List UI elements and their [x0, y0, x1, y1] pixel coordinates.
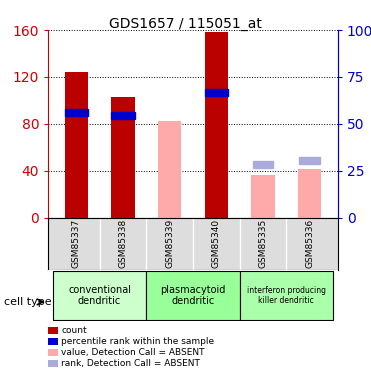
Text: GDS1657 / 115051_at: GDS1657 / 115051_at — [109, 17, 262, 31]
Text: interferon producing
killer dendritic: interferon producing killer dendritic — [247, 286, 326, 305]
Text: conventional
dendritic: conventional dendritic — [68, 285, 131, 306]
Bar — [158, 122, 181, 218]
Text: GSM85336: GSM85336 — [305, 219, 314, 268]
FancyBboxPatch shape — [53, 271, 146, 320]
Bar — [65, 72, 88, 217]
Bar — [253, 161, 273, 168]
Text: plasmacytoid
dendritic: plasmacytoid dendritic — [160, 285, 226, 306]
Bar — [48, 327, 58, 334]
Text: rank, Detection Call = ABSENT: rank, Detection Call = ABSENT — [61, 359, 200, 368]
Text: percentile rank within the sample: percentile rank within the sample — [61, 337, 214, 346]
Bar — [48, 338, 58, 345]
Text: GSM85340: GSM85340 — [212, 219, 221, 268]
Bar — [204, 32, 228, 218]
Bar — [298, 170, 321, 217]
Bar — [111, 112, 135, 119]
Text: GSM85338: GSM85338 — [118, 219, 127, 268]
FancyBboxPatch shape — [240, 271, 333, 320]
Bar — [48, 360, 58, 367]
Text: GSM85339: GSM85339 — [165, 219, 174, 268]
Bar — [65, 108, 88, 115]
FancyBboxPatch shape — [146, 271, 240, 320]
Bar — [299, 157, 320, 164]
Bar — [251, 176, 275, 217]
Bar — [204, 88, 228, 96]
Text: count: count — [61, 326, 87, 335]
Text: cell type: cell type — [4, 297, 51, 307]
Text: GSM85335: GSM85335 — [259, 219, 267, 268]
Text: value, Detection Call = ABSENT: value, Detection Call = ABSENT — [61, 348, 205, 357]
Bar — [111, 97, 135, 218]
Bar — [48, 349, 58, 356]
Text: GSM85337: GSM85337 — [72, 219, 81, 268]
